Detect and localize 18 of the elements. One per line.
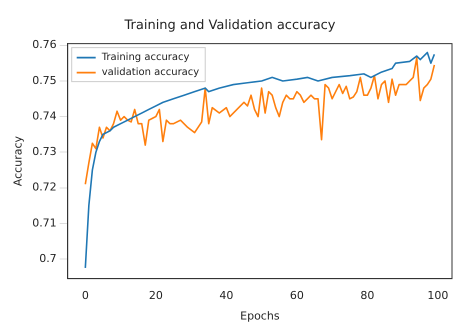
legend-label: Training accuracy — [100, 52, 190, 64]
x-tick-label: 0 — [82, 289, 89, 302]
x-tick-label: 60 — [290, 289, 304, 302]
y-tick-label: 0.76 — [32, 38, 57, 52]
y-tick-label: 0.75 — [32, 74, 57, 87]
x-tick-label: 20 — [148, 289, 163, 302]
y-tick-label: 0.74 — [32, 109, 57, 122]
y-tick-label: 0.73 — [32, 145, 57, 158]
x-axis-title: Epochs — [240, 309, 280, 322]
y-tick-label: 0.72 — [32, 180, 57, 194]
y-tick-label: 0.7 — [39, 252, 57, 265]
x-tick-label: 80 — [360, 289, 374, 302]
legend-label: validation accuracy — [102, 67, 200, 78]
chart-title: Training and Validation accuracy — [124, 18, 336, 34]
y-tick-label: 0.71 — [32, 216, 57, 230]
y-axis-title: Accuracy — [11, 136, 24, 186]
x-tick-label: 100 — [427, 289, 448, 302]
x-tick-label: 40 — [219, 289, 234, 302]
